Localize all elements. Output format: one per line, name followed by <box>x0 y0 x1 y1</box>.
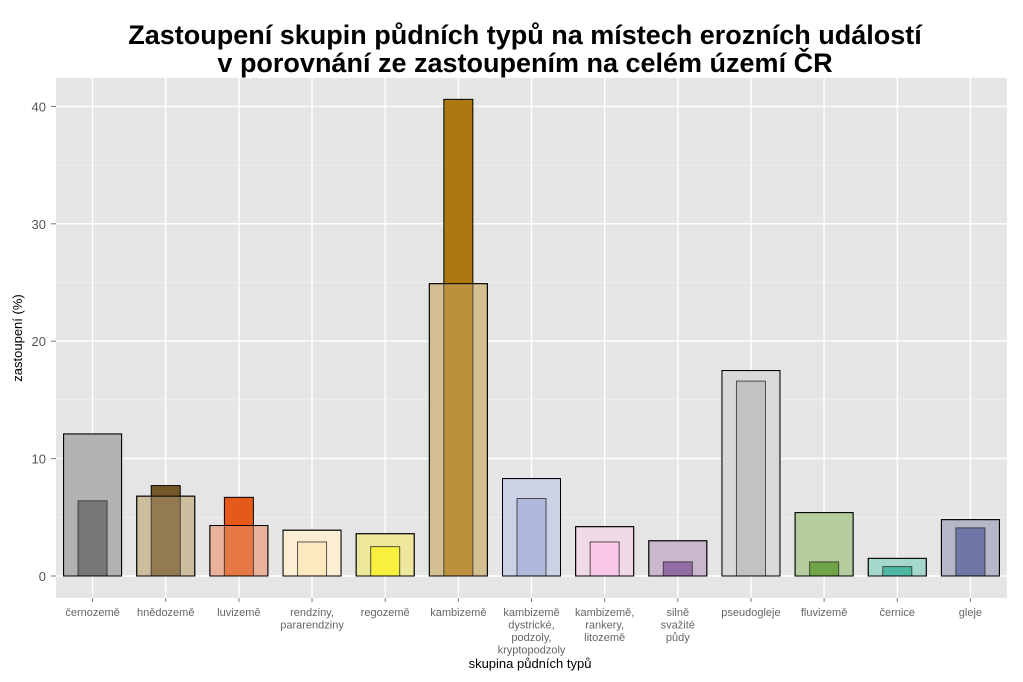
bars <box>63 98 1000 577</box>
bar-territory-overlay <box>428 283 488 577</box>
x-tick-label: fluvizemě <box>801 607 847 619</box>
x-tick-label: pseudogleje <box>721 607 780 619</box>
x-tick-label: silně <box>666 607 689 619</box>
bar-territory-overlay <box>136 495 196 577</box>
y-tick-label: 30 <box>32 217 46 232</box>
y-tick-label: 10 <box>32 452 46 467</box>
bar-territory-overlay <box>721 370 781 577</box>
x-tick-label: kambizemě <box>503 607 559 619</box>
x-tick-label: podzoly, <box>511 632 551 644</box>
y-tick-label: 20 <box>32 334 46 349</box>
bar-erosion <box>955 527 986 577</box>
x-tick-label: litozemě <box>584 632 625 644</box>
bar-territory-overlay <box>867 557 927 577</box>
bar-erosion <box>735 380 766 577</box>
x-tick-label: černice <box>880 607 915 619</box>
bar-territory-overlay <box>209 525 269 577</box>
bar-territory-overlay <box>940 519 1000 577</box>
bar-territory-overlay <box>575 526 635 577</box>
y-axis-title: zastoupení (%) <box>10 294 25 381</box>
x-axis-title: skupina půdních typů <box>469 656 592 671</box>
bar-erosion <box>370 546 401 577</box>
x-tick-label: svažité <box>661 620 695 632</box>
x-tick-label: černozemě <box>65 607 119 619</box>
x-tick-label: kambizemě <box>430 607 486 619</box>
x-tick-label: luvizemě <box>217 607 260 619</box>
x-tick-label: dystrické, <box>508 620 554 632</box>
bar-territory-overlay <box>63 433 123 577</box>
bar-erosion <box>516 498 547 577</box>
bar-erosion <box>443 98 474 577</box>
bar-territory-overlay <box>648 540 708 577</box>
bar-erosion <box>150 485 181 577</box>
bar-territory-overlay <box>355 533 415 577</box>
x-tick-label: pararendziny <box>280 620 344 632</box>
x-tick-label: regozemě <box>361 607 410 619</box>
bar-territory-overlay <box>282 529 342 577</box>
bar-territory-overlay <box>794 512 854 577</box>
x-tick-label: půdy <box>666 632 690 644</box>
x-tick-label: rankery, <box>585 620 624 632</box>
bar-erosion <box>589 541 620 577</box>
y-tick-label: 0 <box>39 569 46 584</box>
chart-title-line-1: Zastoupení skupin půdních typů na místec… <box>128 20 923 50</box>
chart-title-line-2: v porovnání ze zastoupením na celém územ… <box>217 47 832 78</box>
x-tick-label: gleje <box>959 607 982 619</box>
y-tick-label: 40 <box>32 99 46 114</box>
bar-erosion <box>297 541 328 577</box>
x-axis-labels: černozemě hnědozemě luvizemě rendziny,parar… <box>65 598 982 657</box>
y-axis-ticks: 0 10 20 30 40 <box>32 99 56 584</box>
x-tick-label: kambizemě, <box>575 607 634 619</box>
bar-erosion <box>223 496 254 577</box>
x-tick-label: kryptopodzoly <box>498 645 566 657</box>
bar-territory-overlay <box>502 478 561 577</box>
x-tick-label: hnědozemě <box>137 607 195 619</box>
x-tick-label: rendziny, <box>290 607 334 619</box>
